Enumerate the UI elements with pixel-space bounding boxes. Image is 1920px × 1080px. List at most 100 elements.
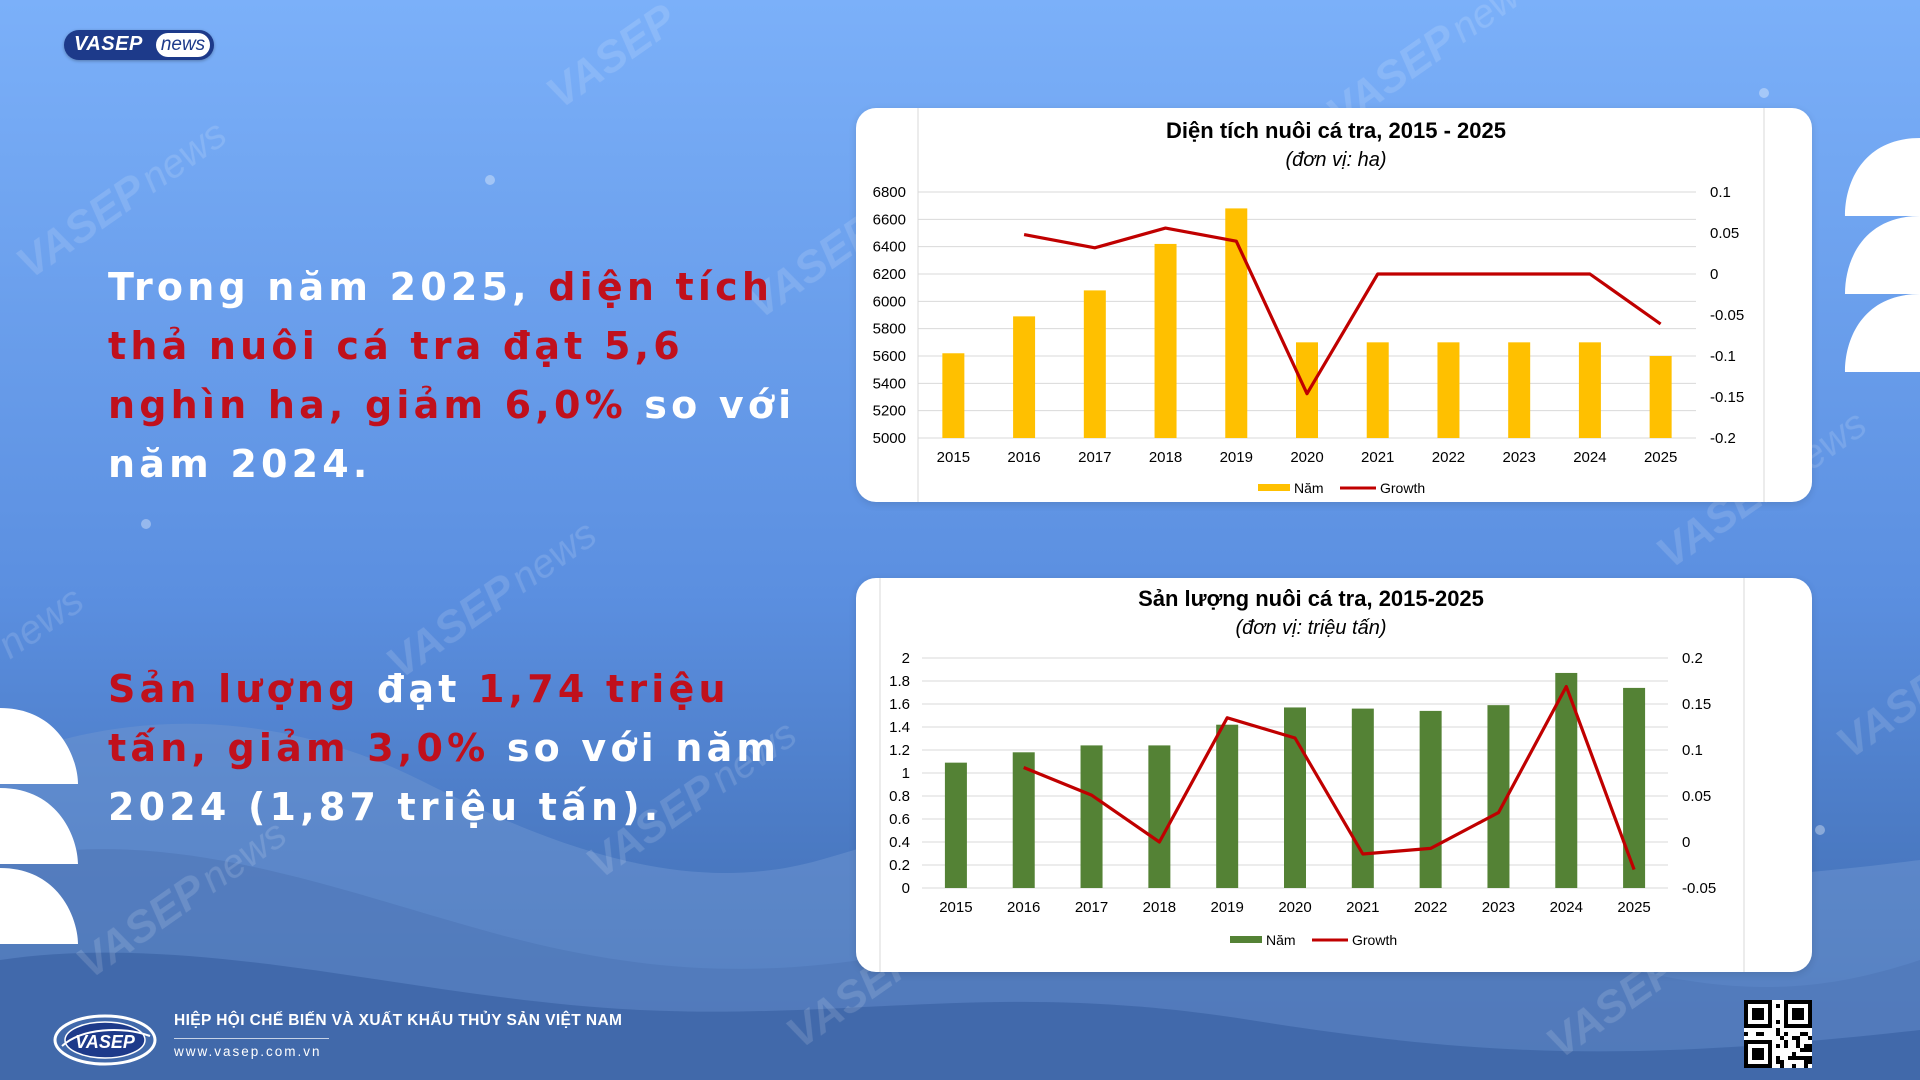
qr-module [1788,1056,1792,1060]
qr-module [1808,1060,1812,1064]
p1-part-a: Trong năm 2025, [108,265,549,309]
qr-module [1792,1052,1796,1056]
bar-2024 [1578,342,1601,438]
chart-title: Sản lượng nuôi cá tra, 2015-2025 [1138,586,1484,611]
qr-module [1776,1044,1780,1048]
qr-module [1792,1036,1796,1040]
footer-org-name: HIỆP HỘI CHẾ BIẾN VÀ XUẤT KHẨU THỦY SẢN … [174,1012,623,1029]
legend-swatch-bar [1230,936,1262,943]
footer-url[interactable]: www.vasep.com.vn [174,1044,322,1059]
p2-part-d: so với năm 2024 (1,87 triệu tấn). [108,726,781,829]
qr-module [1776,1032,1780,1036]
bar-2021 [1366,342,1389,438]
qr-module [1808,1044,1812,1048]
y-right-tick-label: -0.05 [1682,880,1716,897]
chart-title: Diện tích nuôi cá tra, 2015 - 2025 [1166,118,1506,143]
qr-module [1800,1056,1804,1060]
vasep-seal-logo: VASEP [53,1014,157,1066]
qr-finder-core [1792,1008,1804,1020]
growth-line [1023,684,1636,871]
y-left-tick-label: 2 [902,650,910,667]
y-right-tick-label: 0.15 [1682,696,1711,713]
area-chart-card: Diện tích nuôi cá tra, 2015 - 2025 (đơn v… [856,108,1812,502]
y-right-tick-label: 0.05 [1682,788,1711,805]
x-tick-label: 2015 [937,449,970,466]
y-left-tick-label: 1.8 [889,673,910,690]
chart-subtitle: (đơn vị: ha) [1285,149,1386,171]
bar-2023 [1487,705,1510,888]
y-right-tick-label: 0.1 [1710,184,1731,201]
y-left-tick-label: 5200 [873,403,906,420]
y-left-tick-label: 5800 [873,321,906,338]
bar-2020 [1284,707,1306,888]
output-chart-card: Sản lượng nuôi cá tra, 2015-2025 (đơn vị:… [856,578,1812,972]
bar-2025 [1649,356,1672,438]
x-tick-label: 2023 [1502,449,1535,466]
x-tick-label: 2017 [1075,899,1108,916]
x-tick-label: 2018 [1149,449,1182,466]
x-tick-label: 2021 [1361,449,1394,466]
qr-module [1776,1060,1780,1064]
qr-module [1760,1032,1764,1036]
output-chart: Sản lượng nuôi cá tra, 2015-2025 (đơn vị:… [879,578,1745,972]
y-left-tick-label: 6800 [873,184,906,201]
qr-module [1784,1032,1788,1036]
p1-part-c: so với năm 2024. [108,383,796,486]
qr-code-icon[interactable] [1744,1000,1812,1068]
y-right-tick-label: -0.15 [1710,389,1744,406]
y-right-tick-label: 0.2 [1682,650,1703,667]
qr-finder-core [1752,1008,1764,1020]
y-right-tick-label: -0.1 [1710,348,1736,365]
bar-2021 [1351,708,1374,888]
bar-2017 [1080,745,1103,888]
qr-module [1792,1056,1796,1060]
bar-2022 [1419,710,1442,888]
x-tick-label: 2017 [1078,449,1111,466]
y-right-tick-label: -0.05 [1710,307,1744,324]
x-tick-label: 2025 [1617,899,1650,916]
x-tick-label: 2022 [1432,449,1465,466]
p1-part-b: diện tích thả nuôi cá tra đạt 5,6 nghìn … [108,265,774,427]
logo-sub-text: news [156,33,210,57]
qr-module [1804,1032,1808,1036]
qr-module [1800,1048,1804,1052]
qr-module [1780,1064,1784,1068]
bar-2019 [1216,724,1239,888]
footer-divider [174,1038,329,1039]
x-tick-label: 2016 [1007,449,1040,466]
qr-module [1804,1044,1808,1048]
logo-main-text: VASEP [74,33,143,55]
legend-label-bar: Năm [1266,932,1296,948]
x-tick-label: 2015 [939,899,972,916]
y-left-tick-label: 1.4 [889,719,910,736]
y-left-tick-label: 1 [902,765,910,782]
chart-subtitle: (đơn vị: triệu tấn) [1235,617,1386,639]
qr-module [1804,1056,1808,1060]
qr-module [1776,1056,1780,1060]
y-left-tick-label: 5600 [873,348,906,365]
p2-part-c: 1,74 triệu tấn, giảm 3,0% [108,667,730,770]
vasep-news-logo: VASEP news [64,30,214,60]
qr-module [1796,1044,1800,1048]
bar-2019 [1225,208,1248,438]
seal-text: VASEP [75,1032,136,1052]
x-tick-label: 2018 [1143,899,1176,916]
legend-label-line: Growth [1380,480,1425,496]
y-left-tick-label: 1.2 [889,742,910,759]
p2-part-b: đạt [359,667,479,711]
bar-2018 [1154,243,1177,438]
x-tick-label: 2024 [1573,449,1606,466]
y-left-tick-label: 1.6 [889,696,910,713]
y-right-tick-label: 0.05 [1710,225,1739,242]
qr-module [1792,1064,1796,1068]
y-left-tick-label: 0.2 [889,857,910,874]
x-tick-label: 2019 [1220,449,1253,466]
y-left-tick-label: 0.6 [889,811,910,828]
legend-swatch-bar [1258,484,1290,491]
x-tick-label: 2021 [1346,899,1379,916]
qr-module [1796,1036,1800,1040]
qr-module [1744,1032,1748,1036]
bar-2017 [1083,290,1106,438]
x-tick-label: 2023 [1482,899,1515,916]
output-summary-text: Sản lượng đạt 1,74 triệu tấn, giảm 3,0% … [108,660,828,837]
